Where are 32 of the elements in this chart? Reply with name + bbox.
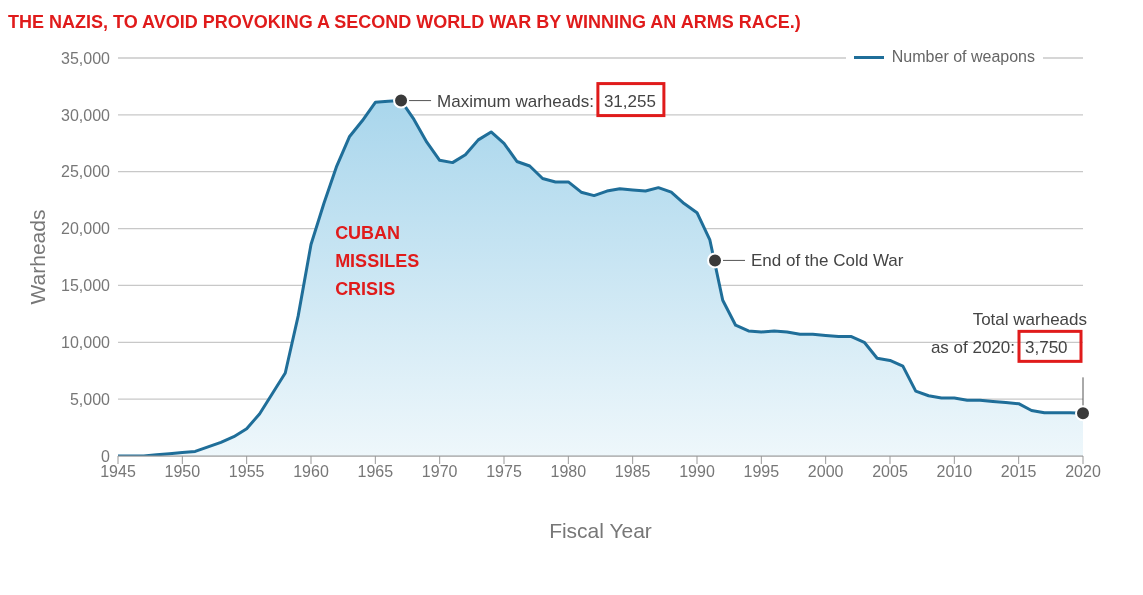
x-tick-label: 2005 <box>872 463 908 481</box>
x-tick-label: 1970 <box>421 463 458 481</box>
annotation: Maximum warheads: 31,255 <box>437 91 656 111</box>
y-tick-label: 5,000 <box>69 390 111 408</box>
x-tick-label: 1975 <box>486 463 522 481</box>
chart-title: THE NAZIS, TO AVOID PROVOKING A SECOND WORLD WAR BY WINNING AN ARMS RACE.) <box>8 11 802 34</box>
y-tick-label: 35,000 <box>61 49 111 67</box>
x-tick-label: 2010 <box>936 463 973 481</box>
annotation: CUBAN MISSILES CRISIS <box>335 222 421 302</box>
y-tick-label: 15,000 <box>61 277 111 295</box>
y-tick-label: 30,000 <box>61 106 111 124</box>
y-axis-title: Warheads <box>26 209 50 305</box>
y-tick-label: 20,000 <box>61 220 111 238</box>
x-tick-label: 2015 <box>1000 463 1037 481</box>
x-tick-label: 1960 <box>293 463 329 481</box>
x-tick-label: 1950 <box>164 463 201 481</box>
x-tick-label: 1955 <box>228 463 265 481</box>
annotation: Total warheads as of 2020: 3,750 <box>930 310 1087 358</box>
legend-label: Number of weapons <box>891 48 1035 66</box>
x-tick-label: 1985 <box>614 463 651 481</box>
x-tick-label: 2020 <box>1065 463 1101 481</box>
x-tick-label: 1980 <box>550 463 587 481</box>
x-tick-label: 1965 <box>357 463 394 481</box>
x-tick-label: 1990 <box>679 463 715 481</box>
y-tick-label: 0 <box>101 447 111 465</box>
x-axis-title: Fiscal Year <box>549 519 652 542</box>
x-tick-label: 1945 <box>100 463 136 481</box>
x-tick-label: 2000 <box>807 463 844 481</box>
x-tick-label: 1995 <box>743 463 780 481</box>
y-tick-label: 10,000 <box>61 333 111 351</box>
y-tick-label: 25,000 <box>61 163 111 181</box>
annotation: End of the Cold War <box>751 251 904 271</box>
